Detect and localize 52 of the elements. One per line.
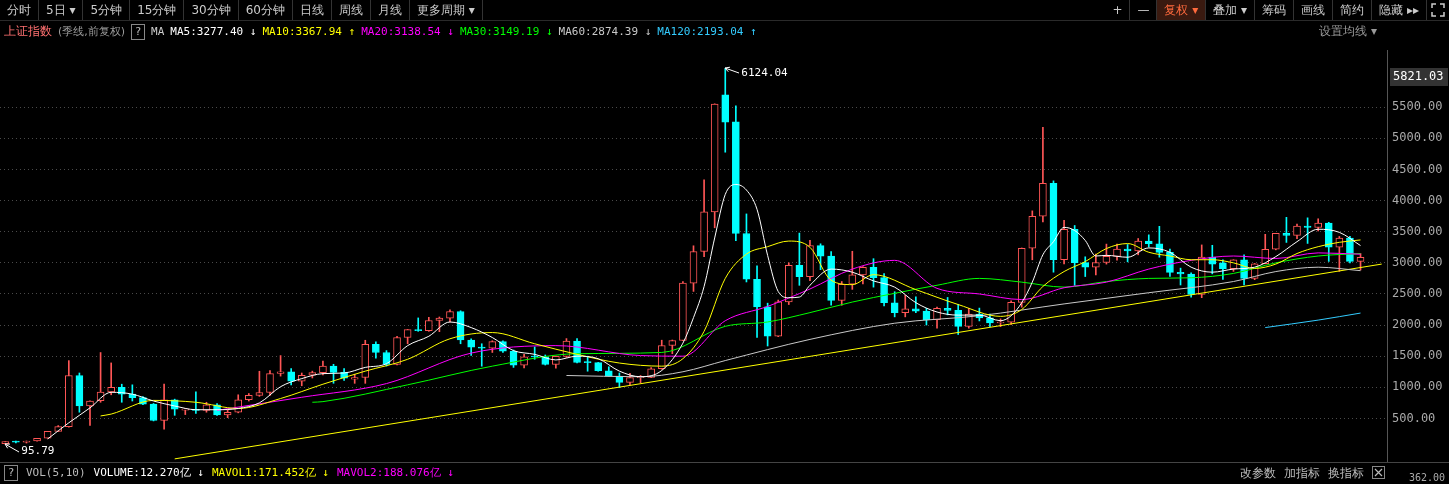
text: 月线 <box>370 0 410 20</box>
text: 15分钟 <box>130 0 185 20</box>
y-tick-label: 3000.00 <box>1392 254 1443 269</box>
y-tick-label: 1500.00 <box>1392 348 1443 363</box>
y-tick-label: 2000.00 <box>1392 317 1443 332</box>
text: MA20:3138.54 ↓ <box>361 25 454 38</box>
text: 加指标 <box>1284 466 1320 480</box>
text: 复权 ▾ <box>1157 0 1207 20</box>
text: MA10:3367.94 ↑ <box>262 25 356 38</box>
text: — <box>1130 0 1158 20</box>
text: 筹码 <box>1255 0 1295 20</box>
text: MA <box>151 25 165 38</box>
text: MAVOL1:171.452亿 ↓ <box>211 466 329 479</box>
text: 30分钟 <box>184 0 239 20</box>
text: MA30:3149.19 ↓ <box>459 25 553 38</box>
text: 简约 <box>1333 0 1373 20</box>
chart-title: 上证指数 <box>4 24 52 38</box>
text: 分时 <box>0 0 39 20</box>
text: 5821.03 <box>1393 69 1444 84</box>
text: VOL(5,10) <box>26 466 86 479</box>
text: 叠加 ▾ <box>1206 0 1256 20</box>
text: MA120:2193.04 ↑ <box>657 25 757 38</box>
text: 362.00 <box>1408 471 1445 484</box>
text: 画线 <box>1294 0 1334 20</box>
y-tick-label: 3500.00 <box>1392 223 1443 238</box>
text: ? <box>131 24 146 40</box>
annotation: 95.79 <box>21 444 55 458</box>
text: VOLUME:12.270亿 ↓ <box>93 466 204 479</box>
text: 改参数 <box>1240 466 1276 480</box>
text: 更多周期 ▾ <box>409 0 483 20</box>
text: 5分钟 <box>83 0 131 20</box>
annotation: 6124.04 <box>741 66 788 80</box>
text: 隐藏 ▸▸ <box>1372 0 1427 20</box>
text: MA60:2874.39 ↓ <box>558 25 652 38</box>
text: 日线 <box>292 0 332 20</box>
chart-subtitle: (季线,前复权) <box>58 25 126 38</box>
y-tick-label: 2500.00 <box>1392 286 1443 301</box>
text: MA5:3277.40 ↓ <box>170 25 257 38</box>
y-tick-label: 5000.00 <box>1392 130 1443 145</box>
text: MAVOL2:188.076亿 ↓ <box>336 466 454 479</box>
text: 60分钟 <box>238 0 293 20</box>
y-tick-label: 1000.00 <box>1392 379 1443 394</box>
y-tick-label: 5500.00 <box>1392 99 1443 114</box>
text: 5日 ▾ <box>39 0 84 20</box>
text: 设置均线 ▾ <box>1319 23 1377 40</box>
y-tick-label: 4000.00 <box>1392 192 1443 207</box>
text: 换指标 <box>1328 466 1364 480</box>
text: ? <box>4 465 18 481</box>
y-tick-label: 4500.00 <box>1392 161 1443 176</box>
text: + <box>1105 0 1131 20</box>
text: 周线 <box>331 0 371 20</box>
y-tick-label: 500.00 <box>1392 410 1436 425</box>
